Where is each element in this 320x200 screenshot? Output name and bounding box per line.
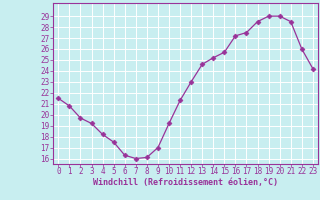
X-axis label: Windchill (Refroidissement éolien,°C): Windchill (Refroidissement éolien,°C) (93, 178, 278, 187)
